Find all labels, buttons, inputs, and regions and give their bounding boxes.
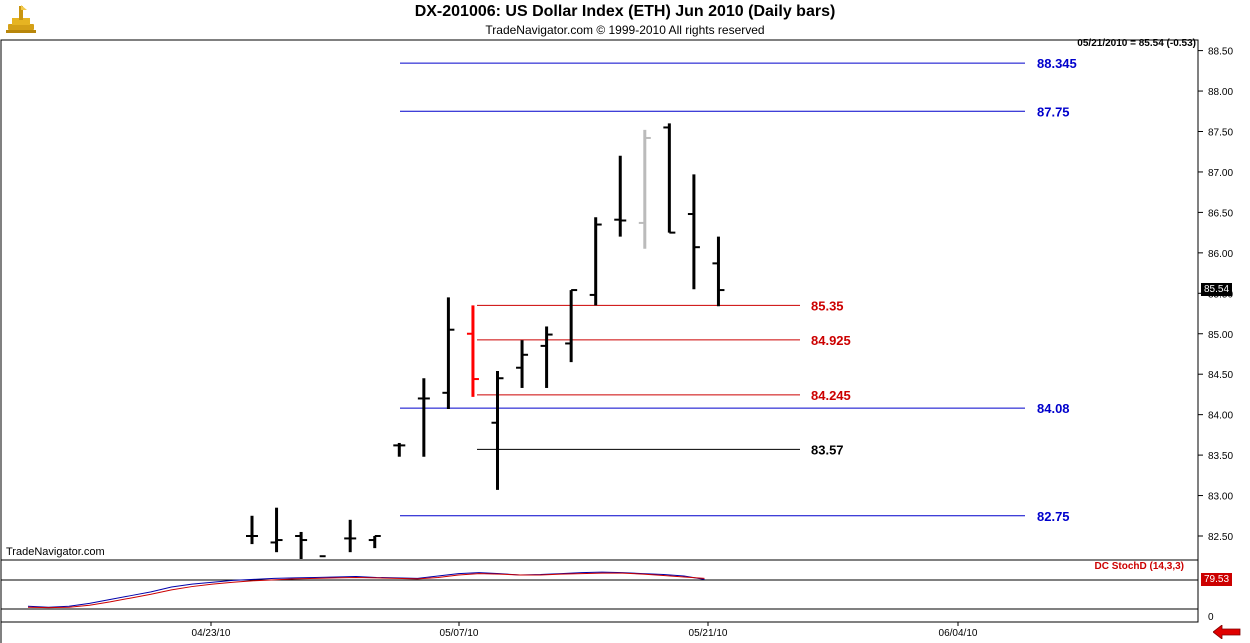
level-label: 84.08 [1037,401,1070,416]
level-label: 82.75 [1037,509,1070,524]
y-tick-label: 88.00 [1208,87,1233,98]
level-label: 85.35 [811,298,844,313]
watermark-text: TradeNavigator.com [6,546,105,558]
ohlc-bar [712,236,725,307]
ohlc-bar [663,123,676,234]
y-tick-label: 86.50 [1208,208,1233,219]
x-tick-label: 04/23/10 [192,628,231,639]
stoch-indicator-label: DC StochD (14,3,3) [1094,561,1184,572]
ohlc-bar [638,129,651,249]
y-tick-label: 83.00 [1208,492,1233,503]
ohlc-bar [393,442,406,457]
stoch-zero-label: 0 [1208,612,1214,623]
chart-header: DX-201006: US Dollar Index (ETH) Jun 201… [0,0,1250,40]
ohlc-bar [540,326,553,388]
ohlc-bar [589,217,602,306]
date-axis: 04/23/10 05/07/10 05/21/10 06/04/10 [192,622,978,639]
y-tick-label: 87.00 [1208,168,1233,179]
ohlc-bar [466,305,479,397]
level-label: 84.245 [811,388,851,403]
ohlc-bar [368,535,381,549]
y-tick-label: 83.50 [1208,451,1233,462]
ohlc-bar [295,531,308,559]
y-tick-label: 86.00 [1208,249,1233,260]
ohlc-bar [270,507,283,553]
ohlc-bar [344,519,357,553]
stoch-value-badge: 79.53 [1201,573,1232,586]
ohlc-bar [319,555,326,558]
y-tick-label: 85.00 [1208,330,1233,341]
stoch-d-line [27,572,705,609]
ohlc-bars [246,123,725,559]
ohlc-bar [246,515,258,545]
trade-navigator-logo-icon [6,5,36,33]
support-resistance-levels: 88.345 87.75 85.35 84.925 84.245 84.08 83.57 82… [400,56,1077,524]
x-tick-label: 05/21/10 [689,628,728,639]
x-tick-label: 06/04/10 [939,628,978,639]
y-tick-label: 82.50 [1208,532,1233,543]
level-label: 84.925 [811,333,851,348]
chart-frame [0,39,1199,643]
copyright-text: TradeNavigator.com © 1999-2010 All right… [485,23,765,37]
scroll-left-arrow-icon[interactable] [1213,625,1241,639]
y-tick-label: 88.50 [1208,47,1233,58]
ohlc-bar [516,340,529,388]
ohlc-bar [565,289,578,363]
chart-title: DX-201006: US Dollar Index (ETH) Jun 201… [414,3,836,20]
ohlc-bar [417,378,430,457]
level-label: 88.345 [1037,56,1077,71]
x-tick-label: 05/07/10 [440,628,479,639]
ohlc-bar [687,174,700,290]
level-label: 83.57 [811,442,844,457]
stochastic-panel [1,571,1198,610]
y-tick-label: 87.50 [1208,128,1233,139]
y-tick-label: 84.50 [1208,370,1233,381]
y-tick-label: 84.00 [1208,411,1233,422]
level-label: 87.75 [1037,104,1070,119]
ohlc-bar [491,370,504,490]
stoch-k-line [27,571,705,608]
price-axis: 82.5083.0083.5084.0084.5085.0085.5086.00… [1198,47,1233,543]
ohlc-bar [614,155,627,237]
ohlc-bar [442,297,455,409]
last-quote-label: 05/21/2010 = 85.54 (-0.53) [1077,38,1196,49]
last-price-badge: 85.54 [1201,283,1232,296]
